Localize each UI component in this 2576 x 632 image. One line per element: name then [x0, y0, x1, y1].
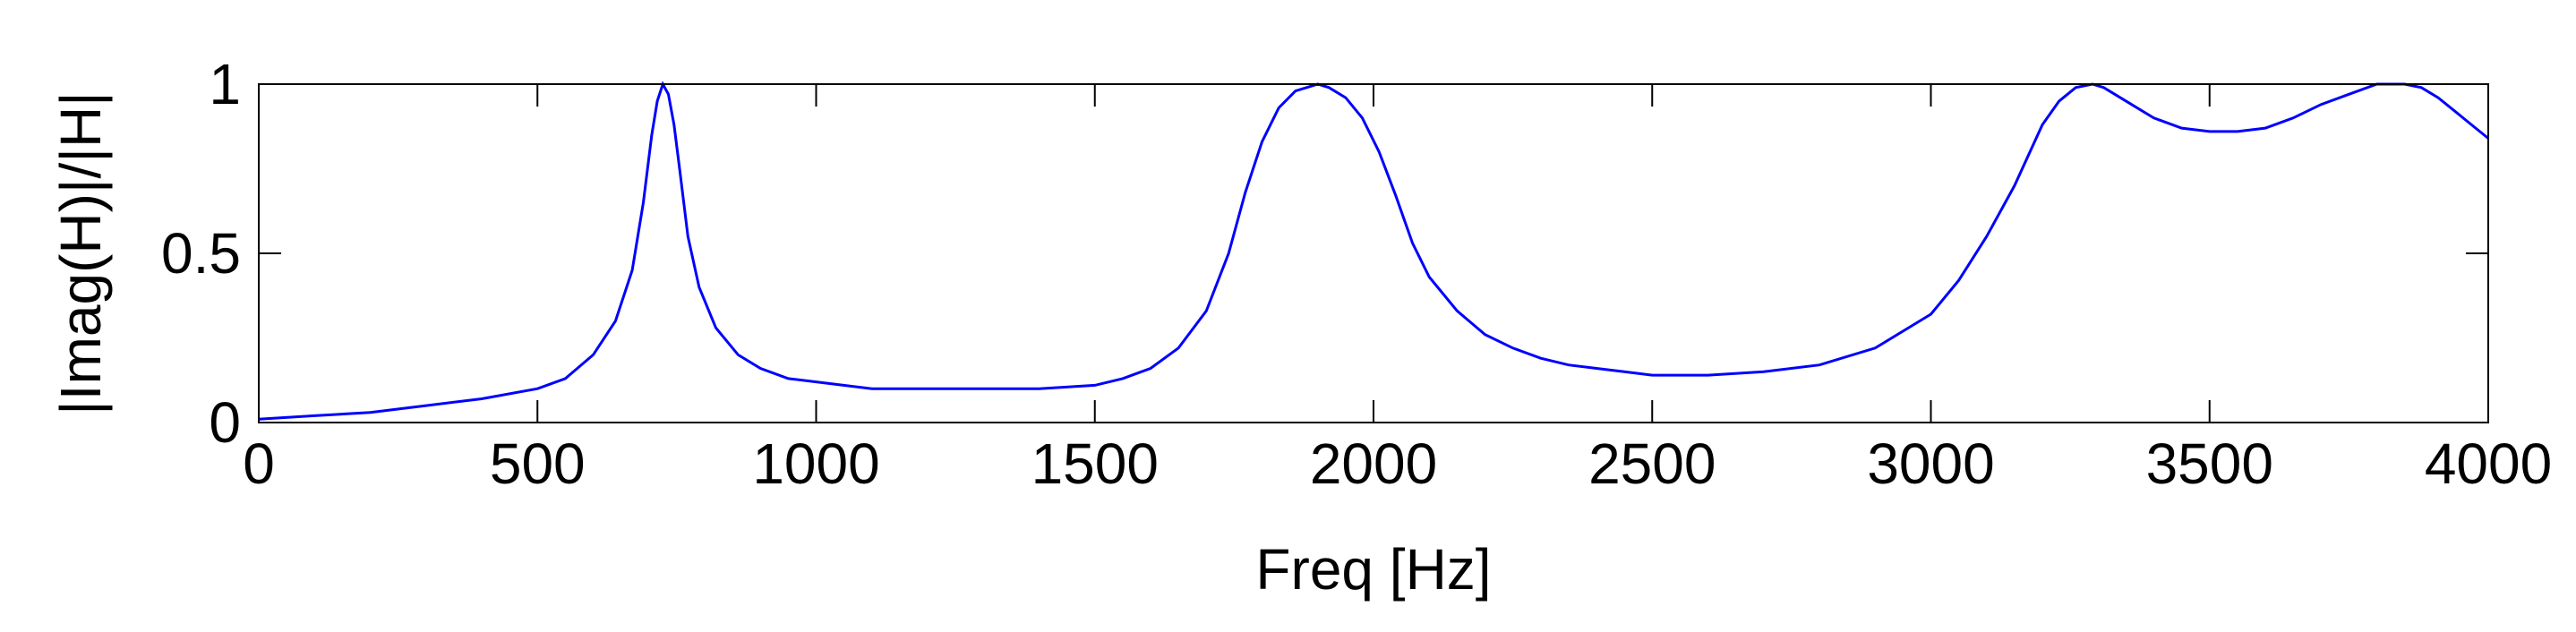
series-line [258, 81, 2489, 421]
y-tick-label: 0 [209, 390, 241, 455]
y-tick-labels: 00.51 [161, 52, 241, 455]
x-tick-label: 500 [490, 431, 586, 496]
y-tick-label: 0.5 [161, 221, 241, 286]
x-tick-label: 2000 [1310, 431, 1437, 496]
plot-frame [258, 83, 2489, 423]
y-tick-label: 1 [209, 52, 241, 116]
x-tick-label: 1000 [752, 431, 879, 496]
x-tick-label: 3000 [1867, 431, 1994, 496]
y-axis-label: |Imag(H)|/|H| [48, 91, 113, 415]
x-tick-label: 3500 [2146, 431, 2273, 496]
x-tick-label: 4000 [2425, 431, 2552, 496]
x-tick-label: 2500 [1588, 431, 1716, 496]
x-axis-label: Freq [Hz] [1255, 537, 1491, 602]
x-tick-label: 0 [243, 431, 275, 496]
x-tick-label: 1500 [1031, 431, 1159, 496]
x-tick-labels: 0 500 1000 1500 2000 2500 3000 3500 4000 [243, 431, 2552, 496]
plot-area [259, 84, 2488, 423]
